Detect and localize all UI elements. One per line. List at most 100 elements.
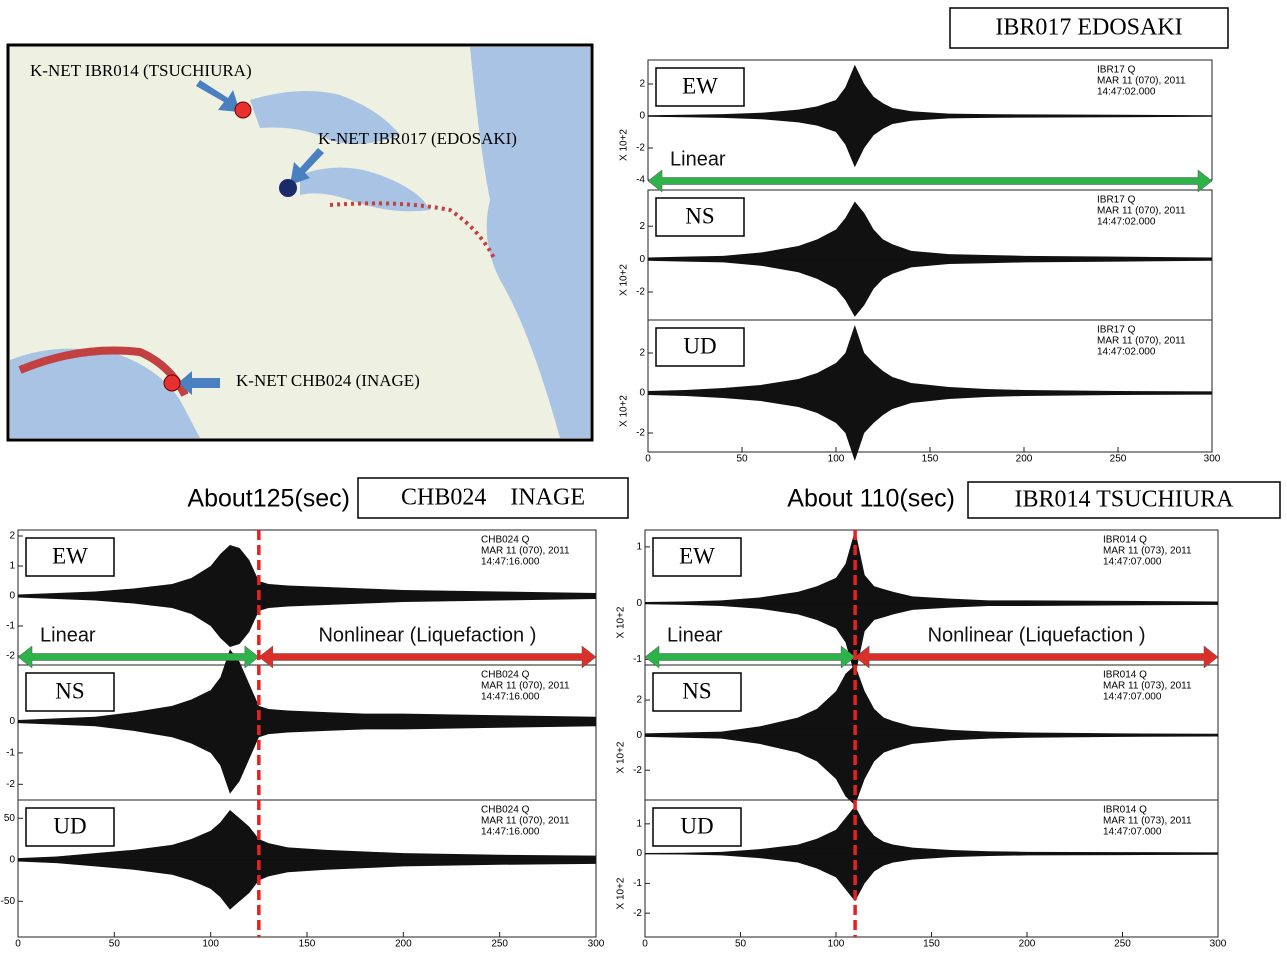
y-tick-label: -2 [636, 428, 645, 439]
y-tick-label: 0 [9, 591, 15, 602]
y-tick-label: 2 [639, 348, 645, 359]
y-tick-label: 0 [639, 388, 645, 399]
component-label: NS [685, 203, 714, 228]
trace-info: IBR17 Q [1097, 325, 1136, 336]
trace-info: CHB024 Q [481, 805, 530, 816]
x-tick-label: 200 [1019, 939, 1036, 950]
y-tick-label: -1 [6, 621, 15, 632]
x-tick-label: 100 [202, 939, 219, 950]
x-tick-label: 0 [642, 939, 648, 950]
map-label: K-NET IBR014 (TSUCHIURA) [30, 61, 252, 80]
trace-info: MAR 11 (070), 2011 [481, 681, 570, 692]
x-tick-label: 300 [588, 939, 605, 950]
station-marker [279, 179, 297, 197]
y-axis-label: X 10+2 [619, 395, 630, 427]
region-label: Nonlinear (Liquefaction ) [928, 624, 1146, 646]
trace-info: 14:47:16.000 [481, 692, 540, 703]
y-tick-label: -2 [633, 908, 642, 919]
component-label: EW [679, 543, 715, 568]
y-tick-label: 0 [636, 598, 642, 609]
station-marker [164, 375, 180, 391]
x-tick-label: 100 [828, 939, 845, 950]
x-tick-label: 200 [1016, 454, 1033, 465]
y-axis-label: X 10+2 [616, 877, 627, 909]
trace-info: 14:47:16.000 [481, 827, 540, 838]
figure: K-NET IBR014 (TSUCHIURA) K-NET IBR017 (E… [0, 0, 1287, 955]
waveform-lower [18, 860, 596, 910]
x-tick-label: 250 [1110, 454, 1127, 465]
component-label: UD [683, 333, 716, 358]
trace-info: CHB024 Q [481, 670, 530, 681]
region-label: Linear [667, 624, 723, 646]
map-label: K-NET IBR017 (EDOSAKI) [318, 129, 517, 148]
trace-info: 14:47:02.000 [1097, 347, 1156, 358]
x-tick-label: 0 [15, 939, 21, 950]
x-tick-label: 0 [645, 454, 651, 465]
region-arrow [648, 170, 1212, 192]
x-tick-label: 200 [395, 939, 412, 950]
y-tick-label: -1 [6, 748, 15, 759]
trace-info: CHB024 Q [481, 535, 530, 546]
y-tick-label: 0 [639, 254, 645, 265]
y-tick-label: 0 [636, 730, 642, 741]
y-tick-label: 2 [639, 221, 645, 232]
y-tick-label: 1 [636, 818, 642, 829]
trace-info: IBR014 Q [1103, 670, 1147, 681]
region-label: Linear [670, 148, 726, 170]
component-label: EW [52, 543, 88, 568]
trace-info: 14:47:07.000 [1103, 692, 1162, 703]
trace-info: 14:47:07.000 [1103, 827, 1162, 838]
trace-info: MAR 11 (073), 2011 [1103, 681, 1192, 692]
y-tick-label: 2 [639, 79, 645, 90]
component-label: NS [55, 678, 84, 703]
y-tick-label: 0 [639, 111, 645, 122]
trace-info: 14:47:02.000 [1097, 217, 1156, 228]
trace-info: IBR014 Q [1103, 805, 1147, 816]
y-tick-label: 1 [636, 542, 642, 553]
trace-info: MAR 11 (070), 2011 [481, 546, 570, 557]
trace-info: 14:47:02.000 [1097, 87, 1156, 98]
y-tick-label: -2 [633, 765, 642, 776]
waveform-lower [18, 722, 596, 794]
waveform-lower [645, 735, 1218, 805]
x-tick-label: 100 [828, 454, 845, 465]
waveform-lower [648, 259, 1212, 317]
y-tick-label: -2 [636, 143, 645, 154]
chart-title: CHB024 INAGE [401, 485, 585, 511]
y-axis-label: X 10+2 [619, 264, 630, 296]
x-tick-label: 150 [922, 454, 939, 465]
x-tick-label: 300 [1204, 454, 1221, 465]
y-tick-label: 2 [9, 531, 15, 542]
x-tick-label: 150 [299, 939, 316, 950]
x-tick-label: 150 [923, 939, 940, 950]
x-tick-label: 50 [736, 454, 748, 465]
trace-info: 14:47:16.000 [481, 557, 540, 568]
y-tick-label: 0 [9, 854, 15, 865]
y-tick-label: 2 [636, 695, 642, 706]
station-marker [235, 102, 251, 118]
map: K-NET IBR014 (TSUCHIURA) K-NET IBR017 (E… [8, 45, 592, 440]
y-tick-label: -2 [6, 651, 15, 662]
y-tick-label: 0 [9, 716, 15, 727]
region-label: Nonlinear (Liquefaction ) [318, 624, 536, 646]
y-tick-label: -50 [1, 896, 16, 907]
x-tick-label: 250 [1114, 939, 1131, 950]
component-label: UD [53, 813, 86, 838]
annotation: About125(sec) [187, 485, 350, 513]
y-tick-label: 50 [4, 813, 16, 824]
trace-info: MAR 11 (070), 2011 [1097, 336, 1186, 347]
annotation: About 110(sec) [787, 485, 955, 513]
y-axis-label: X 10+2 [619, 129, 630, 161]
trace-info: IBR17 Q [1097, 65, 1136, 76]
x-tick-label: 250 [491, 939, 508, 950]
y-tick-label: -1 [633, 654, 642, 665]
y-tick-label: 0 [636, 848, 642, 859]
map-label: K-NET CHB024 (INAGE) [236, 371, 420, 390]
x-tick-label: 300 [1210, 939, 1227, 950]
chart-title: IBR014 TSUCHIURA [1015, 487, 1235, 513]
y-tick-label: -1 [633, 878, 642, 889]
waveform-lower [648, 116, 1212, 167]
y-tick-label: -4 [636, 175, 645, 186]
region-label: Linear [40, 624, 96, 646]
component-label: EW [682, 73, 718, 98]
